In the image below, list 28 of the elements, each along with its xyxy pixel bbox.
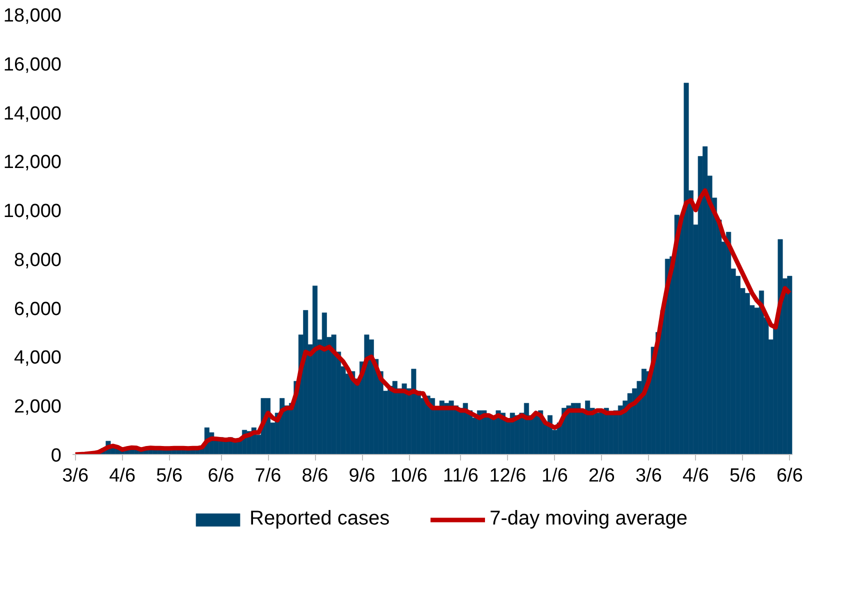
y-tick-label: 6,000: [14, 298, 62, 320]
x-tick-label: 3/6: [62, 466, 89, 486]
x-tick-label: 5/6: [156, 466, 183, 486]
y-tick-label: 14,000: [3, 103, 62, 124]
y-tick-label: 4,000: [14, 348, 62, 369]
y-tick-label: 0: [50, 446, 62, 466]
x-tick-label: 5/6: [729, 466, 756, 486]
x-tick-label: 10/6: [390, 466, 428, 486]
y-tick-label: 16,000: [3, 54, 62, 76]
x-tick-label: 6/6: [208, 466, 234, 486]
legend-label: 7-day moving average: [490, 508, 688, 530]
x-tick-label: 2/6: [588, 466, 615, 486]
y-tick-label: 10,000: [3, 201, 62, 222]
x-tick-label: 8/6: [302, 466, 328, 486]
x-tick-label: 12/6: [489, 466, 526, 486]
y-tick-label: 12,000: [3, 152, 62, 174]
y-tick-label: 18,000: [3, 6, 62, 26]
x-tick-label: 11/6: [442, 466, 478, 486]
y-tick-label: 2,000: [14, 396, 62, 418]
y-tick-label: 8,000: [14, 250, 62, 271]
x-tick-label: 3/6: [635, 466, 662, 486]
legend-label: Reported cases: [250, 508, 390, 530]
x-tick-label: 1/6: [541, 466, 568, 486]
x-tick-label: 9/6: [348, 466, 376, 486]
x-tick-label: 7/6: [254, 466, 282, 486]
x-tick-label: 4/6: [109, 466, 136, 486]
x-tick-label: 4/6: [682, 466, 709, 486]
x-tick-label: 6/6: [776, 466, 803, 486]
